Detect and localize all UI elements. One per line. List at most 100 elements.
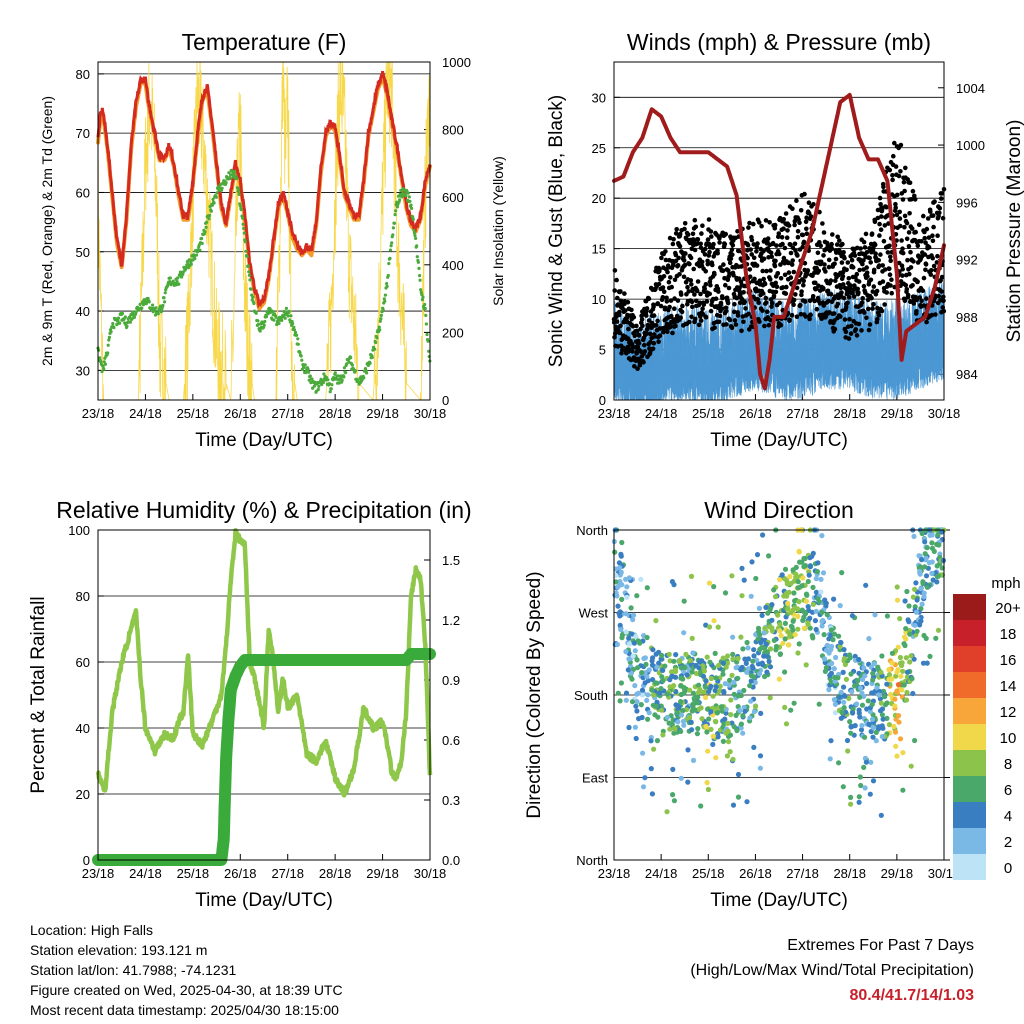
direction-point <box>626 635 632 641</box>
gust-point <box>694 288 700 294</box>
direction-point <box>705 748 711 754</box>
gust-point <box>615 295 620 301</box>
x-tick-label: 24/18 <box>129 406 162 421</box>
gust-point <box>826 257 832 263</box>
gust-point <box>893 205 898 211</box>
direction-point <box>833 654 839 661</box>
gust-point <box>735 229 740 234</box>
direction-point <box>716 662 722 669</box>
gust-point <box>667 235 673 241</box>
dewpoint-point <box>274 315 278 319</box>
gust-point <box>794 285 800 291</box>
gust-point <box>664 299 670 304</box>
gust-point <box>898 169 903 174</box>
direction-point <box>739 593 745 599</box>
direction-point <box>677 659 683 665</box>
direction-point <box>775 612 781 618</box>
dewpoint-point <box>205 220 209 224</box>
dewpoint-point <box>296 337 300 341</box>
gust-point <box>845 289 850 295</box>
gust-point <box>853 327 859 332</box>
gust-point <box>829 241 834 247</box>
gust-point <box>900 246 905 251</box>
gust-point <box>924 319 929 325</box>
gust-point <box>726 285 732 291</box>
dewpoint-point <box>147 300 151 304</box>
gust-point <box>729 325 735 331</box>
x-axis-label: Time (Day/UTC) <box>710 430 848 451</box>
direction-point <box>681 630 687 636</box>
direction-point <box>750 665 756 671</box>
gust-point <box>651 340 657 346</box>
gust-point <box>709 302 714 308</box>
gust-point <box>803 219 809 225</box>
dewpoint-point <box>256 319 260 323</box>
dewpoint-point <box>209 209 213 213</box>
x-tick-label: 29/18 <box>366 866 399 881</box>
direction-point <box>714 710 720 716</box>
direction-point <box>760 532 766 538</box>
gust-point <box>732 318 738 323</box>
gust-point <box>739 328 744 334</box>
direction-point <box>852 683 858 689</box>
direction-point <box>766 553 772 559</box>
y-tick-label: 100 <box>68 523 90 538</box>
gust-point <box>705 237 711 242</box>
direction-point <box>829 660 835 667</box>
gust-point <box>904 220 910 226</box>
gust-point <box>854 333 860 338</box>
x-tick-label: 26/18 <box>224 866 257 881</box>
direction-point <box>748 678 754 684</box>
gust-point <box>821 285 826 291</box>
direction-point <box>935 627 942 633</box>
direction-point <box>805 604 811 610</box>
direction-point <box>805 620 811 626</box>
direction-point <box>617 609 623 615</box>
dewpoint-point <box>378 319 382 323</box>
direction-point <box>748 698 754 704</box>
gust-point <box>895 192 900 198</box>
y-right-tick-label: 992 <box>956 253 978 268</box>
dewpoint-point <box>200 241 204 245</box>
direction-point <box>725 653 731 659</box>
dewpoint-point <box>412 231 416 235</box>
dewpoint-point <box>385 284 389 289</box>
gust-point <box>778 262 783 267</box>
y-right-tick-label: 0 <box>442 393 449 408</box>
gust-point <box>912 193 917 199</box>
direction-point <box>922 539 928 545</box>
gust-point <box>716 319 722 325</box>
direction-point <box>842 693 848 699</box>
gust-point <box>671 236 676 242</box>
gust-point <box>873 251 878 256</box>
gust-point <box>881 184 886 190</box>
gust-point <box>849 323 854 329</box>
direction-point <box>741 577 747 583</box>
dewpoint-point <box>254 311 258 315</box>
direction-point <box>892 703 898 709</box>
gust-point <box>780 285 786 290</box>
direction-point <box>762 625 768 631</box>
direction-point <box>751 744 757 751</box>
direction-point <box>653 703 660 709</box>
direction-point <box>678 691 684 698</box>
gust-point <box>798 311 804 317</box>
direction-point <box>912 622 918 628</box>
y-tick-label: South <box>574 688 608 703</box>
gust-point <box>801 239 807 245</box>
direction-point <box>653 618 659 624</box>
direction-point <box>902 598 908 604</box>
gust-point <box>762 323 767 329</box>
direction-point <box>731 724 737 730</box>
colorbar-label: 12 <box>1000 704 1017 721</box>
dewpoint-point <box>382 297 386 301</box>
gust-point <box>879 207 885 212</box>
gust-point <box>727 317 733 323</box>
x-tick-label: 29/18 <box>881 866 914 881</box>
gust-point <box>826 298 831 304</box>
gust-point <box>885 250 891 255</box>
direction-point <box>838 689 844 695</box>
direction-point <box>740 730 746 736</box>
direction-point <box>836 633 842 639</box>
gust-point <box>707 249 712 255</box>
